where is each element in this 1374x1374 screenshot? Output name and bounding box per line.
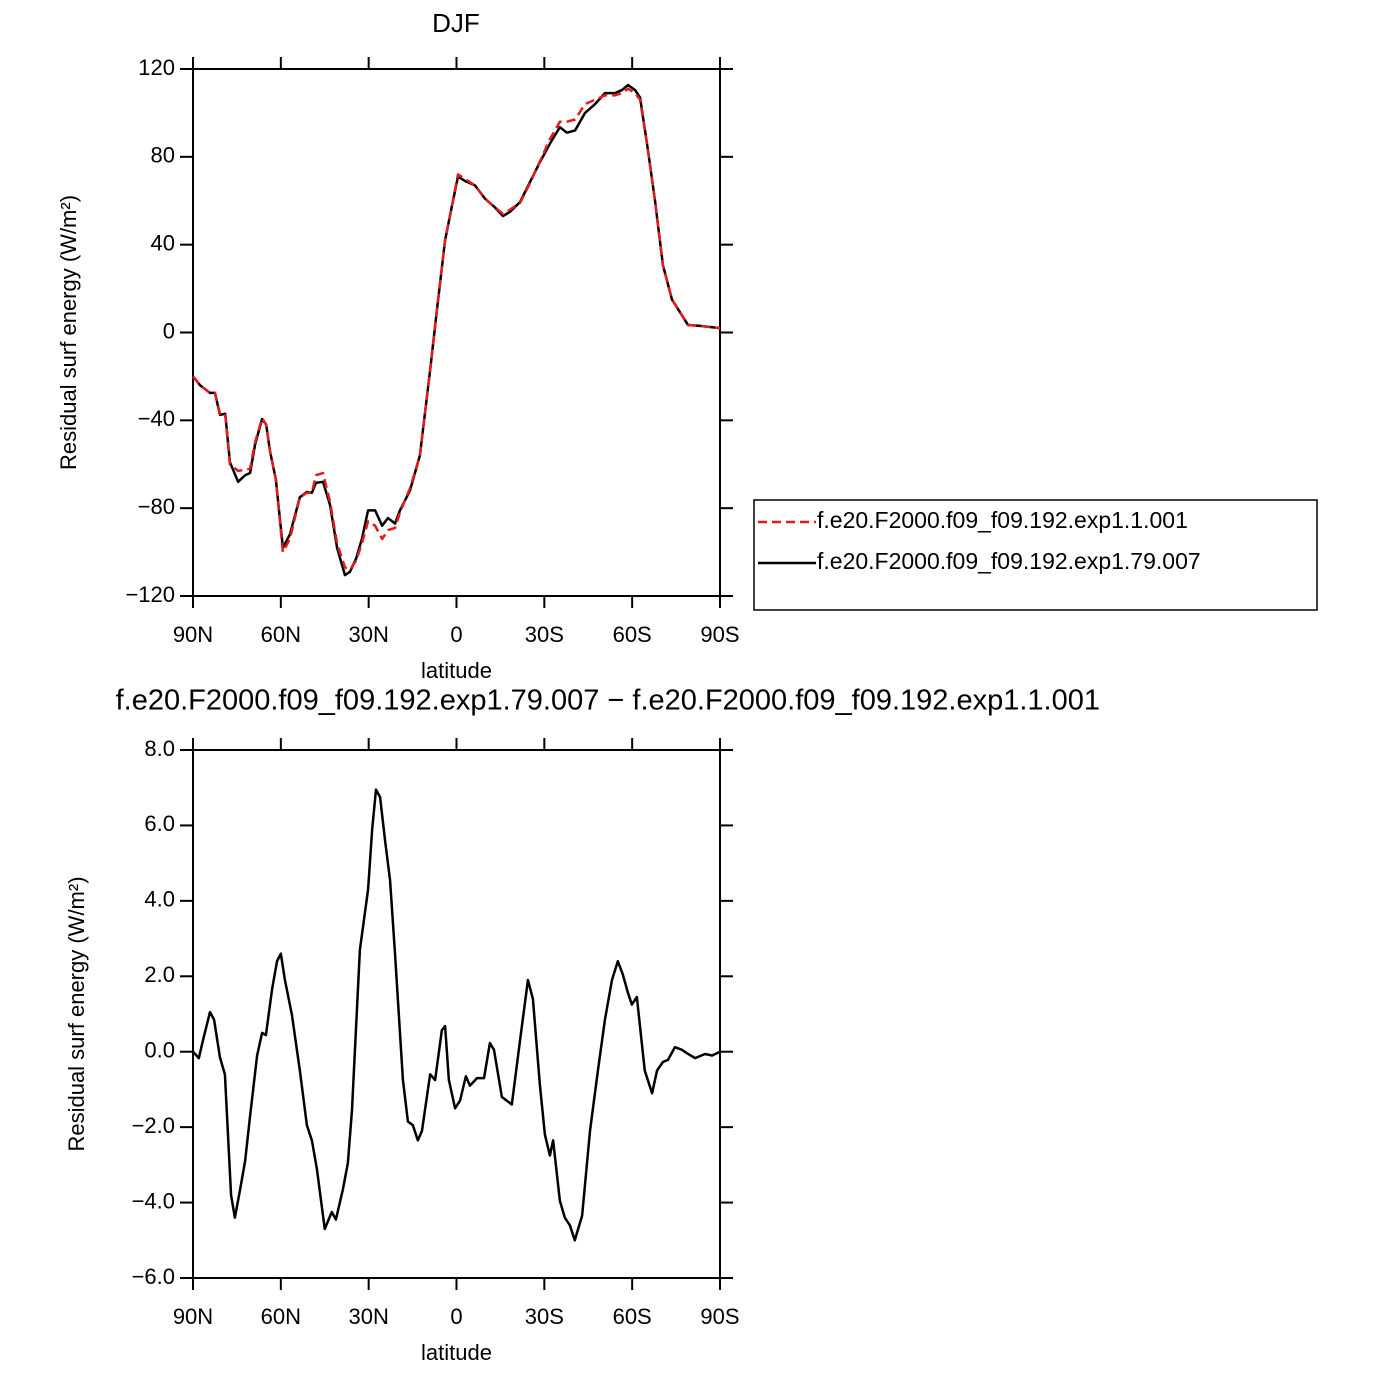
data-line: [192, 788, 721, 1242]
y-tick-label: 0: [163, 318, 175, 343]
y-tick-label: −6.0: [132, 1264, 175, 1289]
x-tick-label: 30S: [525, 622, 564, 647]
x-tick-label: 60S: [613, 622, 652, 647]
legend-label: f.e20.F2000.f09_f09.192.exp1.1.001: [817, 507, 1188, 533]
x-tick-label: 0: [450, 1304, 462, 1329]
y-tick-label: 80: [151, 143, 175, 168]
y-tick-label: −40: [138, 406, 175, 431]
x-tick-label: 60N: [261, 622, 301, 647]
x-tick-label: 90N: [173, 622, 213, 647]
y-tick-label: 0.0: [144, 1038, 175, 1063]
data-line: [192, 83, 721, 577]
x-tick-label: 90S: [700, 1304, 739, 1329]
data-line: [192, 87, 721, 571]
y-tick-label: 2.0: [144, 962, 175, 987]
y-axis-label: Residual surf energy (W/m²): [64, 876, 89, 1151]
y-tick-label: 6.0: [144, 811, 175, 836]
chart-title: f.e20.F2000.f09_f09.192.exp1.79.007 − f.…: [116, 685, 1100, 717]
y-tick-label: 4.0: [144, 887, 175, 912]
x-tick-label: 60S: [613, 1304, 652, 1329]
legend-box: [753, 499, 1318, 611]
y-tick-label: −2.0: [132, 1113, 175, 1138]
legend-label: f.e20.F2000.f09_f09.192.exp1.79.007: [817, 548, 1201, 574]
chart-title: DJF: [432, 8, 480, 38]
x-tick-label: 30N: [348, 1304, 388, 1329]
y-tick-label: −80: [138, 494, 175, 519]
y-tick-label: 120: [138, 55, 175, 80]
x-axis-label: latitude: [421, 658, 492, 683]
x-tick-label: 0: [450, 622, 462, 647]
plot-frame: [192, 749, 721, 1279]
plot-frame: [192, 68, 721, 597]
x-tick-label: 90S: [700, 622, 739, 647]
y-tick-label: 8.0: [144, 736, 175, 761]
x-tick-label: 30N: [348, 622, 388, 647]
x-axis-label: latitude: [421, 1340, 492, 1365]
y-tick-label: 40: [151, 230, 175, 255]
x-tick-label: 30S: [525, 1304, 564, 1329]
x-tick-label: 90N: [173, 1304, 213, 1329]
y-tick-label: −4.0: [132, 1188, 175, 1213]
y-tick-label: −120: [125, 582, 175, 607]
y-axis-label: Residual surf energy (W/m²): [56, 195, 81, 470]
x-tick-label: 60N: [261, 1304, 301, 1329]
